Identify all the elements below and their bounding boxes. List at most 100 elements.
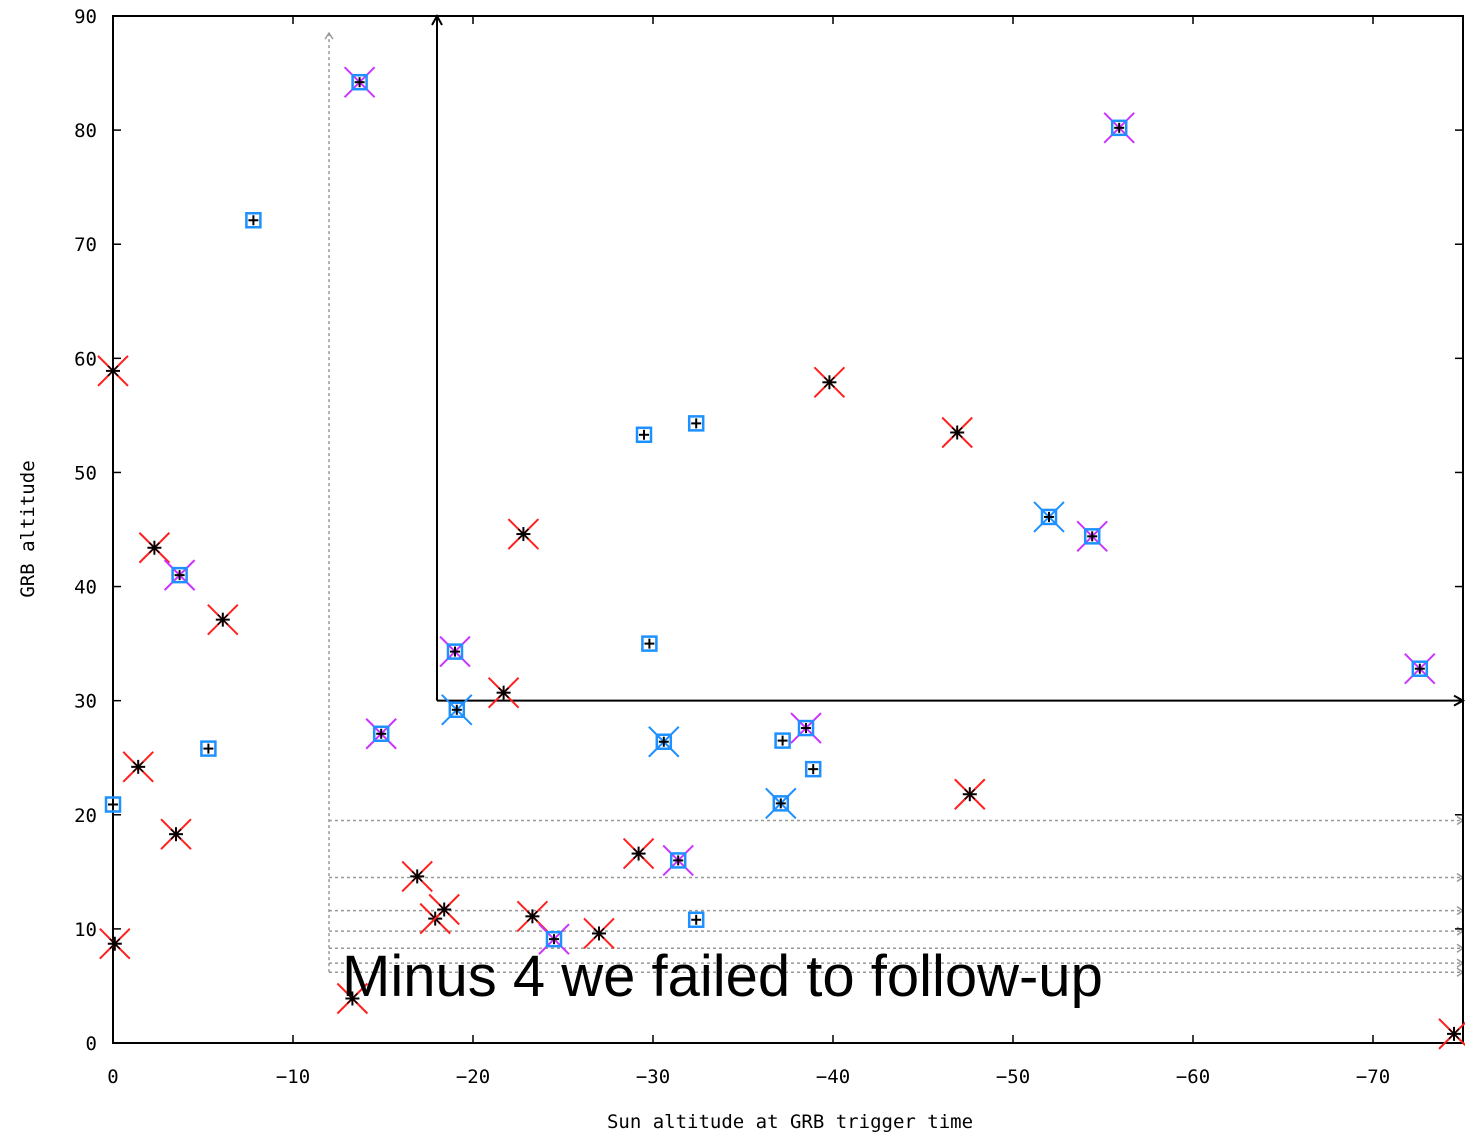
data-point-blue-box-with-magenta-x: [1076, 520, 1108, 553]
star-stroke: [109, 938, 121, 950]
box-marker: [171, 566, 188, 584]
data-point-red-x: [1438, 1018, 1465, 1050]
box-marker: [772, 795, 790, 812]
star-stroke: [517, 528, 529, 540]
data-point-blue-box: [774, 732, 791, 749]
data-point-blue-box-with-magenta-x: [662, 844, 694, 877]
box-marker: [200, 740, 217, 757]
box-marker: [687, 415, 705, 432]
data-point-blue-box-with-magenta-x: [790, 712, 822, 744]
box-marker: [448, 701, 466, 719]
box-marker: [545, 930, 563, 948]
data-point-red-x: [516, 900, 549, 933]
data-point-red-x: [583, 917, 615, 950]
box-marker: [104, 796, 122, 813]
annotation-text: Minus 4 we failed to follow-up: [342, 944, 1103, 1009]
star-stroke: [346, 992, 358, 1005]
data-point-blue-box-with-magenta-x: [1103, 112, 1135, 144]
star-stroke: [107, 365, 119, 377]
data-point-blue-box: [641, 635, 658, 652]
data-point-red-x: [487, 676, 520, 709]
x-axis-label: Sun altitude at GRB trigger time: [607, 1111, 973, 1133]
x-tick-label: 0: [107, 1066, 118, 1088]
star-stroke: [951, 426, 963, 439]
y-tick-label: 10: [74, 919, 97, 941]
data-point-blue-box-with-magenta-x: [163, 559, 196, 591]
data-point-blue-box: [200, 740, 217, 757]
y-tick-label: 80: [74, 120, 97, 142]
data-point-blue-box: [804, 760, 822, 778]
star-stroke: [593, 927, 605, 939]
star-stroke: [170, 828, 182, 840]
star-stroke: [526, 910, 538, 922]
data-point-red-x: [160, 818, 192, 850]
y-tick-label: 70: [74, 234, 97, 256]
data-point-blue-box: [104, 796, 122, 813]
data-point-red-x: [207, 603, 239, 636]
y-tick-label: 50: [74, 462, 97, 484]
axis-ticks: 0 −10 −20 −30 −40 −50 −60 −70 0 10 20 30 40 50 60 70 80 9…: [74, 6, 1463, 1088]
plot-border: [112, 15, 1464, 1044]
data-point-blue-box-with-blue-x: [765, 787, 797, 820]
data-point-blue-box: [245, 212, 262, 229]
box-marker: [1411, 660, 1429, 677]
data-point-red-x: [336, 982, 369, 1015]
data-point-blue-box: [635, 426, 653, 444]
star-stroke: [148, 542, 160, 554]
x-tick-label: −20: [456, 1066, 490, 1088]
box-marker: [804, 760, 822, 778]
data-point-red-x: [622, 837, 655, 870]
box-marker: [351, 73, 368, 91]
data-point-blue-box-with-magenta-x: [439, 635, 471, 668]
data-point-blue-box-with-magenta-x: [1404, 653, 1436, 685]
star-stroke: [411, 870, 423, 882]
y-tick-label: 90: [74, 6, 97, 28]
box-marker: [774, 732, 791, 749]
box-marker: [1083, 528, 1101, 545]
plot-frame: [112, 15, 1464, 1044]
star-stroke: [498, 687, 510, 699]
box-marker: [797, 719, 815, 737]
x-tick-label: −60: [1176, 1066, 1210, 1088]
x-tick-label: −50: [996, 1066, 1030, 1088]
x-tick-label: −10: [276, 1066, 310, 1088]
y-tick-label: 30: [74, 691, 97, 713]
data-point-red-x: [401, 860, 433, 893]
data-point-red-x: [507, 518, 540, 550]
x-tick-label: −40: [816, 1066, 850, 1088]
y-tick-label: 40: [74, 577, 97, 599]
data-point-red-x: [122, 751, 154, 783]
star-stroke: [1448, 1028, 1460, 1040]
data-point-blue-box-with-magenta-x: [365, 718, 397, 750]
box-marker: [669, 852, 687, 869]
box-marker: [655, 733, 673, 750]
vertical-dotted-arrowhead: [324, 31, 334, 40]
box-marker: [1110, 119, 1128, 137]
y-tick-label: 0: [86, 1033, 97, 1055]
data-point-red-x: [97, 355, 129, 387]
data-point-red-x: [813, 366, 846, 399]
y-tick-label: 60: [74, 348, 97, 370]
star-stroke: [217, 614, 229, 626]
x-tick-label: −70: [1356, 1066, 1390, 1088]
data-points: [97, 66, 1465, 1050]
data-point-blue-box-with-magenta-x: [343, 66, 376, 98]
reference-lines: [324, 13, 1465, 977]
box-marker: [687, 911, 705, 929]
data-point-blue-box: [687, 415, 705, 432]
data-point-blue-box-with-blue-x: [1033, 501, 1065, 533]
y-axis-label: GRB altitude: [17, 460, 39, 597]
data-point-red-x: [99, 928, 131, 960]
star-stroke: [438, 903, 450, 916]
x-tick-label: −30: [636, 1066, 670, 1088]
data-point-red-x: [941, 416, 973, 449]
box-marker: [372, 725, 390, 743]
box-marker: [641, 635, 658, 652]
y-tick-label: 20: [74, 805, 97, 827]
box-marker: [1040, 508, 1058, 526]
data-point-red-x: [954, 778, 986, 810]
star-stroke: [964, 788, 976, 800]
star-stroke: [633, 848, 645, 860]
data-point-blue-box-with-blue-x: [441, 694, 473, 726]
